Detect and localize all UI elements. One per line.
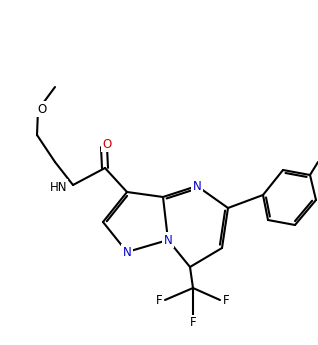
Text: O: O [102, 138, 112, 150]
Text: F: F [190, 316, 196, 329]
Text: N: N [164, 234, 172, 246]
Text: HN: HN [50, 180, 67, 194]
Text: N: N [193, 179, 201, 193]
Text: N: N [123, 246, 131, 258]
Text: F: F [223, 294, 229, 306]
Text: F: F [156, 294, 162, 306]
Text: O: O [38, 102, 47, 116]
